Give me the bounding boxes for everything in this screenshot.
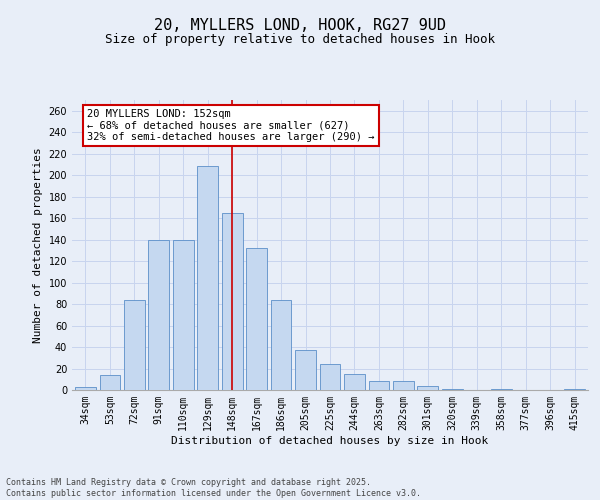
Bar xyxy=(246,248,267,390)
Bar xyxy=(222,213,242,390)
Bar xyxy=(271,300,292,390)
Bar xyxy=(75,387,96,390)
Bar xyxy=(173,240,194,390)
Bar xyxy=(393,382,414,390)
Y-axis label: Number of detached properties: Number of detached properties xyxy=(33,147,43,343)
Bar xyxy=(320,364,340,390)
Bar xyxy=(564,389,585,390)
Text: Size of property relative to detached houses in Hook: Size of property relative to detached ho… xyxy=(105,32,495,46)
Bar xyxy=(295,350,316,390)
Text: Contains HM Land Registry data © Crown copyright and database right 2025.
Contai: Contains HM Land Registry data © Crown c… xyxy=(6,478,421,498)
X-axis label: Distribution of detached houses by size in Hook: Distribution of detached houses by size … xyxy=(172,436,488,446)
Text: 20 MYLLERS LOND: 152sqm
← 68% of detached houses are smaller (627)
32% of semi-d: 20 MYLLERS LOND: 152sqm ← 68% of detache… xyxy=(88,108,375,142)
Bar xyxy=(100,375,120,390)
Text: 20, MYLLERS LOND, HOOK, RG27 9UD: 20, MYLLERS LOND, HOOK, RG27 9UD xyxy=(154,18,446,32)
Bar xyxy=(344,374,365,390)
Bar xyxy=(368,382,389,390)
Bar xyxy=(197,166,218,390)
Bar xyxy=(418,386,438,390)
Bar xyxy=(491,389,512,390)
Bar xyxy=(148,240,169,390)
Bar xyxy=(442,389,463,390)
Bar xyxy=(124,300,145,390)
